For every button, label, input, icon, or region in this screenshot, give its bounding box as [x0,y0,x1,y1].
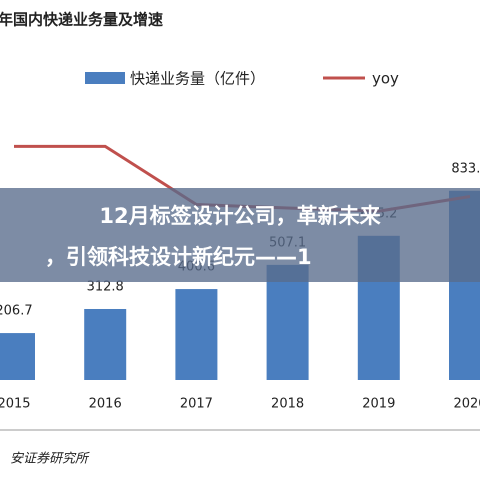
source: 安证券研究所 [10,451,90,467]
bar [0,333,35,380]
overlay-banner [0,188,480,282]
x-tick-label: 2016 [89,397,122,412]
x-tick-label: 2015 [0,397,31,412]
overlay-line: 12月标签设计公司，革新未来 [99,204,381,228]
bar [175,289,218,380]
legend-label: yoy [372,70,399,88]
plot: 201520162017201820192020206.7312.8400.65… [0,70,480,412]
x-tick-label: 2018 [271,397,304,412]
value-label: 206.7 [0,304,33,319]
overlay-line: ，引领科技设计新纪元——1 [45,245,312,269]
legend-label: 快递业务量（亿件） [130,70,265,88]
bar [84,308,127,380]
value-label: 312.8 [87,279,124,294]
value-label: 833.6 [451,161,480,176]
chart-title: 年国内快递业务量及增速 [0,11,163,29]
legend-swatch [85,72,125,84]
x-tick-label: 2017 [180,397,213,412]
x-tick-label: 2019 [362,397,395,412]
bar [266,264,309,380]
